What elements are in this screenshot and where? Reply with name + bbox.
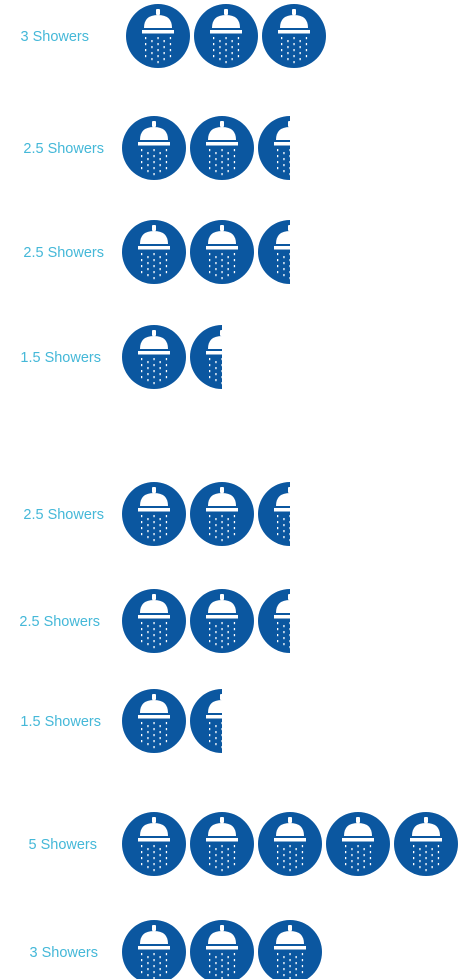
- row-label: 1.5 Showers: [20, 350, 101, 366]
- shower-icon: [190, 689, 222, 753]
- shower-icon: [258, 220, 290, 284]
- shower-icon: [122, 920, 186, 979]
- shower-icon: [258, 812, 322, 876]
- pictogram-row: 1.5 Showers: [20, 325, 222, 389]
- shower-icon: [190, 812, 254, 876]
- row-label: 2.5 Showers: [23, 245, 104, 261]
- shower-icon: [190, 589, 254, 653]
- shower-icon: [194, 4, 258, 68]
- shower-icon: [122, 812, 186, 876]
- pictogram-row: 3 Showers: [29, 920, 322, 979]
- shower-icon: [326, 812, 390, 876]
- shower-icon: [122, 325, 186, 389]
- pictogram-row: 1.5 Showers: [20, 689, 222, 753]
- pictogram-row: 2.5 Showers: [23, 220, 290, 284]
- row-label: 2.5 Showers: [19, 614, 100, 630]
- shower-icon: [190, 116, 254, 180]
- shower-icon: [190, 920, 254, 979]
- row-label: 3 Showers: [29, 945, 98, 961]
- row-label: 2.5 Showers: [23, 141, 104, 157]
- pictogram-row: 2.5 Showers: [19, 589, 290, 653]
- pictogram-row: 5 Showers: [28, 812, 458, 876]
- shower-icon: [262, 4, 326, 68]
- pictogram-row: 2.5 Showers: [23, 116, 290, 180]
- shower-icon: [258, 482, 290, 546]
- shower-icon: [122, 220, 186, 284]
- shower-icon: [190, 325, 222, 389]
- shower-icon: [394, 812, 458, 876]
- shower-icon: [126, 4, 190, 68]
- shower-icon: [122, 116, 186, 180]
- shower-icon: [190, 482, 254, 546]
- shower-icon: [190, 220, 254, 284]
- shower-icon: [258, 116, 290, 180]
- shower-icon: [122, 482, 186, 546]
- row-label: 2.5 Showers: [23, 507, 104, 523]
- row-label: 3 Showers: [20, 29, 89, 45]
- pictogram-row: 3 Showers: [20, 4, 326, 68]
- shower-icon: [258, 920, 322, 979]
- row-label: 5 Showers: [28, 837, 97, 853]
- pictogram-row: 2.5 Showers: [23, 482, 290, 546]
- shower-icon: [258, 589, 290, 653]
- shower-icon: [122, 589, 186, 653]
- row-label: 1.5 Showers: [20, 714, 101, 730]
- shower-icon: [122, 689, 186, 753]
